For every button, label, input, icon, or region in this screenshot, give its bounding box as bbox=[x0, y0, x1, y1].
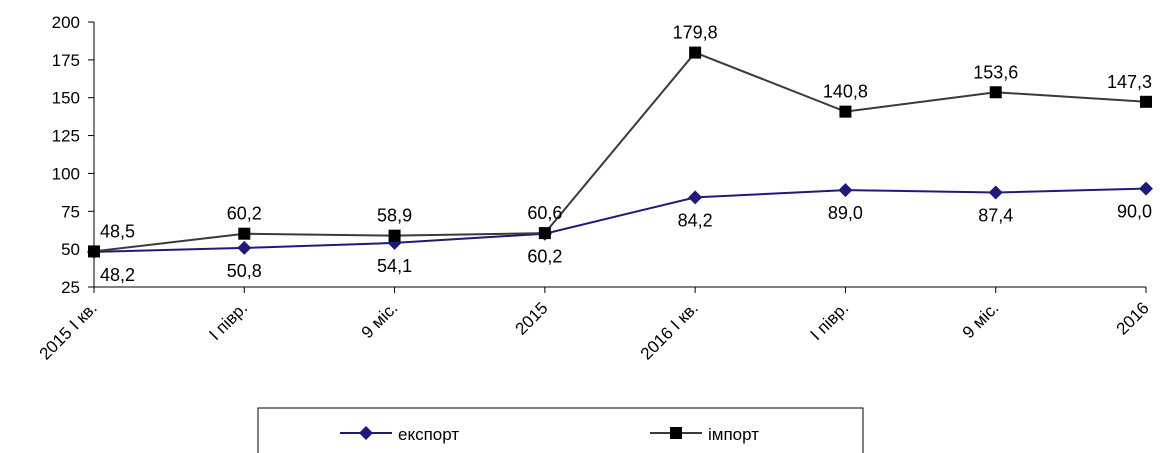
data-label: 54,1 bbox=[377, 256, 412, 276]
diamond-marker bbox=[988, 185, 1003, 200]
y-tick-label: 50 bbox=[61, 240, 80, 259]
square-marker bbox=[538, 227, 551, 240]
square-marker bbox=[1140, 95, 1152, 108]
data-label: 60,2 bbox=[527, 247, 562, 267]
data-label: 179,8 bbox=[673, 23, 718, 43]
data-label: 147,3 bbox=[1107, 72, 1152, 92]
data-labels: 48,2 50,8 54,1 60,2 84,2 89,0 87,4 90,0 48,5 60,2… bbox=[100, 23, 1152, 285]
x-tick-label: 9 міс. bbox=[358, 298, 402, 342]
data-label: 140,8 bbox=[823, 82, 868, 102]
data-label: 153,6 bbox=[973, 62, 1018, 82]
y-tick-label: 100 bbox=[52, 164, 80, 183]
legend-box bbox=[257, 407, 864, 453]
series-line bbox=[93, 51, 1147, 253]
y-tick-label: 25 bbox=[61, 278, 80, 297]
diamond-marker bbox=[838, 183, 853, 198]
data-label: 50,8 bbox=[227, 261, 262, 281]
x-tick-label: 2016 І кв. bbox=[637, 298, 702, 363]
square-marker bbox=[839, 105, 852, 118]
data-label: 48,5 bbox=[100, 221, 135, 241]
y-tick-label: 150 bbox=[52, 89, 80, 108]
x-tick-label: 2016 bbox=[1113, 298, 1153, 338]
square-marker bbox=[989, 86, 1002, 99]
data-label: 58,9 bbox=[377, 206, 412, 226]
x-tick-label: І півр. bbox=[205, 298, 251, 344]
x-tick-label: І півр. bbox=[807, 298, 853, 344]
data-label: 87,4 bbox=[978, 206, 1013, 226]
y-tick-label: 200 bbox=[52, 13, 80, 32]
legend-label: експорт bbox=[398, 425, 459, 444]
series-line bbox=[93, 187, 1147, 253]
series-1 bbox=[88, 46, 1152, 258]
square-marker bbox=[689, 46, 702, 59]
legend-diamond-marker bbox=[359, 426, 373, 440]
square-marker bbox=[88, 245, 100, 258]
diamond-marker bbox=[237, 240, 252, 255]
legend: експорт імпорт bbox=[257, 407, 864, 453]
x-tick-label: 9 міс. bbox=[959, 298, 1003, 342]
x-tick-label: 2015 bbox=[512, 298, 552, 338]
diamond-marker bbox=[1139, 181, 1153, 196]
x-tick-label: 2015 І кв. bbox=[36, 298, 101, 363]
y-tick-label: 75 bbox=[61, 202, 80, 221]
square-marker bbox=[388, 229, 401, 242]
square-marker bbox=[238, 227, 251, 240]
data-label: 60,6 bbox=[527, 203, 562, 223]
data-label: 84,2 bbox=[678, 210, 713, 230]
legend-square-marker bbox=[670, 427, 682, 439]
data-label: 48,2 bbox=[100, 265, 135, 285]
y-tick-label: 125 bbox=[52, 127, 80, 146]
legend-label: імпорт bbox=[708, 425, 759, 444]
data-label: 60,2 bbox=[227, 204, 262, 224]
data-label: 90,0 bbox=[1117, 202, 1152, 222]
diamond-marker bbox=[688, 190, 703, 205]
data-label: 89,0 bbox=[828, 203, 863, 223]
series-layer bbox=[87, 46, 1153, 259]
y-tick-label: 175 bbox=[52, 51, 80, 70]
